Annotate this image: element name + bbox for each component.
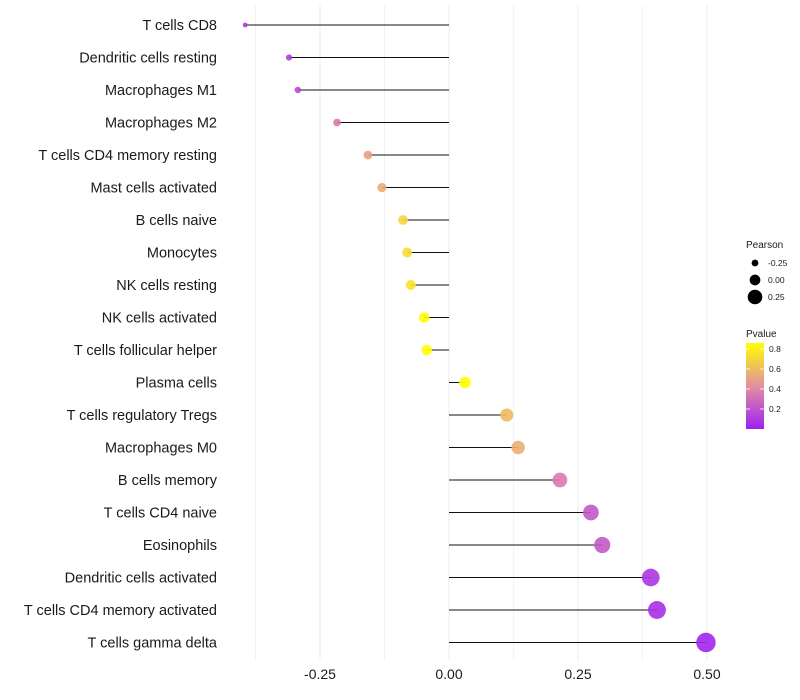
y-category-label: T cells regulatory Tregs <box>67 408 217 424</box>
legend-size-label: -0.25 <box>768 258 788 268</box>
legend-color-label: 0.2 <box>769 404 781 414</box>
x-tick-label: 0.25 <box>564 666 591 682</box>
y-category-label: Macrophages M2 <box>105 116 217 132</box>
x-tick-label: 0.00 <box>435 666 462 682</box>
points <box>242 22 716 653</box>
data-point <box>421 344 433 356</box>
data-point <box>552 472 568 488</box>
y-category-label: Mast cells activated <box>90 181 217 197</box>
y-axis-labels: T cells CD8 Dendritic cells resting Macrop… <box>24 18 218 652</box>
x-axis-labels: -0.25 0.00 0.25 0.50 <box>304 666 721 682</box>
x-tick-label: -0.25 <box>304 666 336 682</box>
y-category-label: Macrophages M0 <box>105 441 217 457</box>
y-category-label: Eosinophils <box>143 538 217 554</box>
y-category-label: B cells naive <box>136 213 217 229</box>
y-category-label: Dendritic cells activated <box>65 571 217 587</box>
legend-size-key <box>749 274 761 286</box>
data-point <box>641 568 660 587</box>
stems <box>245 24 706 643</box>
data-point <box>242 22 248 28</box>
x-tick-label: 0.50 <box>693 666 720 682</box>
data-point <box>500 408 514 422</box>
data-point <box>333 118 341 127</box>
data-point <box>511 440 525 455</box>
data-point <box>405 279 416 291</box>
y-category-label: Dendritic cells resting <box>79 51 217 67</box>
data-point <box>285 54 293 61</box>
legend-size-label: 0.25 <box>768 292 785 302</box>
y-category-label: T cells CD4 memory resting <box>38 148 217 164</box>
y-category-label: B cells memory <box>118 473 218 489</box>
y-category-label: NK cells activated <box>102 311 217 327</box>
legend-color-label: 0.4 <box>769 384 781 394</box>
y-category-label: T cells CD4 naive <box>104 506 217 522</box>
legend-color-label: 0.6 <box>769 364 781 374</box>
data-point <box>696 632 716 653</box>
legend-pearson: Pearson -0.25 0.00 0.25 <box>746 240 788 305</box>
data-point <box>594 536 611 554</box>
legend-color-label: 0.8 <box>769 344 781 354</box>
legend-pearson-title: Pearson <box>746 240 783 251</box>
y-category-label: Macrophages M1 <box>105 83 217 99</box>
data-point <box>418 312 430 323</box>
legend-size-key <box>747 289 763 305</box>
y-category-label: T cells CD4 memory activated <box>24 603 217 619</box>
y-category-label: T cells follicular helper <box>74 343 217 359</box>
data-point <box>398 215 408 225</box>
y-category-label: T cells CD8 <box>142 18 217 34</box>
grid-lines <box>255 5 708 660</box>
data-point <box>294 86 302 94</box>
y-category-label: Plasma cells <box>136 376 217 392</box>
legend-pvalue: Pvalue 0.8 0.6 0.4 0.2 <box>746 329 781 429</box>
legend-pvalue-title: Pvalue <box>746 329 777 340</box>
legend-size-label: 0.00 <box>768 275 785 285</box>
data-point <box>647 601 666 619</box>
data-point <box>377 182 387 193</box>
y-category-label: NK cells resting <box>116 278 217 294</box>
data-point <box>459 376 471 389</box>
y-category-label: Monocytes <box>147 246 217 262</box>
y-category-label: T cells gamma delta <box>88 636 218 652</box>
data-point <box>583 504 599 521</box>
data-point <box>363 150 373 160</box>
legend-size-key <box>751 259 759 267</box>
data-point <box>402 247 413 258</box>
pvalue-colorbar <box>746 343 764 429</box>
